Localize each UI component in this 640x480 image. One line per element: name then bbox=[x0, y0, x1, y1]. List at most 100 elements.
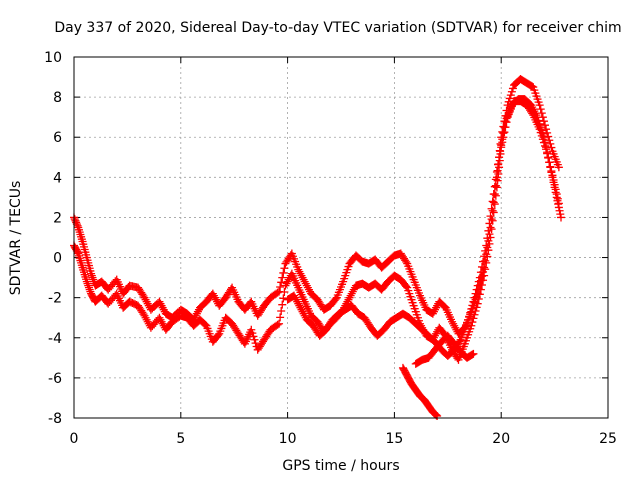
data-point bbox=[545, 136, 554, 145]
data-point bbox=[280, 287, 289, 296]
data-point bbox=[158, 319, 167, 328]
data-point bbox=[193, 307, 202, 316]
data-point bbox=[532, 111, 541, 120]
data-point bbox=[551, 188, 560, 197]
data-point bbox=[495, 153, 504, 162]
data-point bbox=[493, 176, 502, 185]
data-point bbox=[141, 313, 150, 322]
data-point bbox=[155, 313, 164, 322]
data-point bbox=[529, 105, 538, 114]
series-trace-e bbox=[411, 331, 478, 368]
data-point bbox=[477, 262, 486, 271]
x-tick-label: 0 bbox=[70, 431, 79, 447]
data-point bbox=[500, 123, 509, 132]
data-point bbox=[294, 265, 303, 274]
data-point bbox=[284, 275, 293, 284]
data-point bbox=[303, 283, 312, 292]
data-point bbox=[485, 230, 494, 239]
data-point bbox=[250, 335, 259, 344]
data-point bbox=[156, 299, 165, 308]
data-point bbox=[191, 311, 200, 320]
y-tick-label: 2 bbox=[53, 210, 62, 226]
data-point bbox=[82, 277, 91, 286]
data-point bbox=[276, 282, 285, 291]
data-point bbox=[70, 215, 79, 224]
data-point bbox=[348, 287, 357, 296]
data-point bbox=[546, 139, 555, 148]
data-point bbox=[158, 303, 167, 312]
plot-frame bbox=[73, 56, 609, 419]
data-point bbox=[280, 264, 289, 273]
series-trace-c bbox=[283, 95, 566, 360]
data-point bbox=[542, 143, 551, 152]
tick-labels: 0 5 10 15 20 25 -8 -6 -4 -2 0 2 4 6 8 10 bbox=[44, 50, 617, 447]
axis-ticks bbox=[73, 56, 609, 419]
data-point bbox=[469, 349, 478, 358]
data-point bbox=[304, 285, 313, 294]
data-point bbox=[208, 289, 217, 298]
data-point bbox=[283, 277, 292, 286]
data-point bbox=[557, 213, 566, 222]
data-point bbox=[489, 190, 498, 199]
data-point bbox=[278, 300, 287, 309]
data-point bbox=[140, 293, 149, 302]
data-point bbox=[450, 321, 459, 330]
data-point bbox=[72, 218, 81, 227]
data-point bbox=[282, 279, 291, 288]
data-point bbox=[527, 101, 536, 110]
data-point bbox=[538, 129, 547, 138]
data-point bbox=[296, 269, 305, 278]
data-point bbox=[472, 303, 481, 312]
data-point bbox=[468, 301, 477, 310]
data-point bbox=[73, 248, 82, 257]
data-point bbox=[480, 252, 489, 261]
data-point bbox=[469, 297, 478, 306]
data-point bbox=[428, 309, 437, 318]
data-point bbox=[545, 158, 554, 167]
data-point bbox=[544, 132, 553, 141]
data-point bbox=[347, 289, 356, 298]
data-point bbox=[84, 281, 93, 290]
grid bbox=[73, 56, 609, 419]
data-point bbox=[482, 241, 491, 250]
data-point bbox=[192, 309, 201, 318]
data-point bbox=[432, 303, 441, 312]
data-point bbox=[273, 320, 282, 329]
data-point bbox=[71, 216, 80, 225]
data-point bbox=[343, 297, 352, 306]
data-point bbox=[487, 204, 496, 213]
data-point bbox=[470, 293, 479, 302]
data-point bbox=[493, 160, 502, 169]
data-point bbox=[473, 299, 482, 308]
data-point bbox=[539, 133, 548, 142]
data-point bbox=[141, 295, 150, 304]
data-point bbox=[491, 175, 500, 184]
y-tick-label: -2 bbox=[48, 291, 62, 307]
data-point bbox=[87, 271, 96, 280]
data-point bbox=[535, 101, 544, 110]
data-point bbox=[555, 206, 564, 215]
data-point bbox=[299, 275, 308, 284]
data-point bbox=[471, 307, 480, 316]
data-point bbox=[548, 173, 557, 182]
data-point bbox=[344, 295, 353, 304]
data-point bbox=[468, 350, 477, 359]
data-point bbox=[293, 297, 302, 306]
data-point bbox=[291, 293, 300, 302]
data-point bbox=[485, 219, 494, 228]
data-point bbox=[554, 200, 563, 209]
data-point bbox=[552, 193, 561, 202]
data-point bbox=[190, 313, 199, 322]
data-point bbox=[464, 316, 473, 325]
data-point bbox=[301, 279, 310, 288]
data-point bbox=[505, 94, 514, 103]
data-point bbox=[297, 305, 306, 314]
data-point bbox=[140, 311, 149, 320]
data-point bbox=[156, 315, 165, 324]
data-point bbox=[73, 221, 82, 230]
data-point bbox=[531, 109, 540, 118]
data-point bbox=[475, 290, 484, 299]
data-point bbox=[299, 309, 308, 318]
data-point bbox=[488, 197, 497, 206]
